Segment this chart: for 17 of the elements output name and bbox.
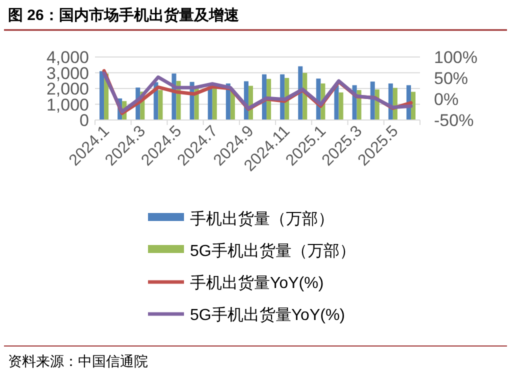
chart-title: 图 26：国内市场手机出货量及增速 [8,6,240,24]
bar [410,92,416,120]
bar [158,90,163,120]
bar [334,85,339,120]
y2-tick-label: 50% [434,69,468,88]
text: 资料来源：中国信通院 [8,353,148,369]
y2-tick-label: -50% [434,111,474,130]
bar [338,92,344,120]
y2-tick-label: 100% [434,48,478,67]
legend-label: 手机出货量（万部） [190,210,334,228]
y2-tick-label: 0% [434,90,459,109]
legend-label: 手机出货量YoY(%) [190,274,324,292]
bar [100,71,104,120]
bar [208,86,212,120]
legend-label: 5G手机出货量YoY(%) [190,306,345,324]
bar [212,88,217,120]
legend-label: 5G手机出货量（万部） [190,242,356,260]
